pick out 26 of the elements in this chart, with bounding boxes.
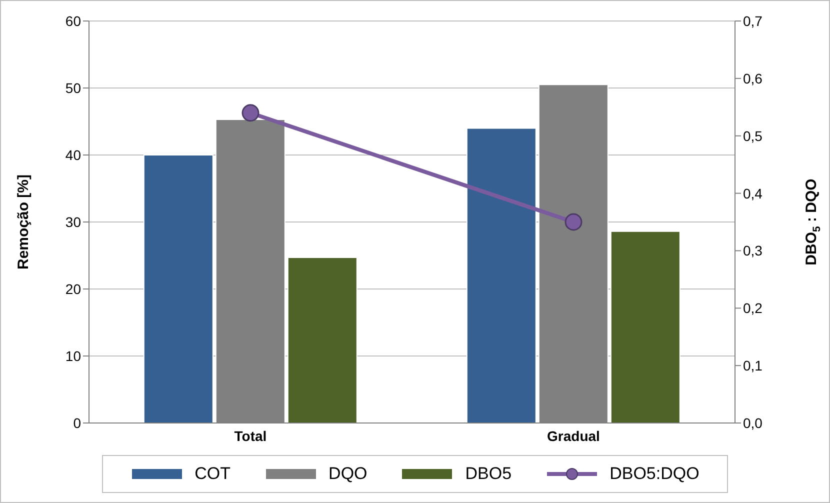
x-tick-label: Gradual <box>547 428 600 444</box>
y-tick-label: 30 <box>65 214 82 230</box>
y2-tick-label: 0,3 <box>743 242 763 259</box>
bar <box>610 230 680 423</box>
y2-tick-label: 0,5 <box>743 128 763 144</box>
legend-label: DBO5:DQO <box>610 464 700 484</box>
y2-tick-label: 0,4 <box>743 185 763 202</box>
y2-tick-label: 0,1 <box>743 358 763 374</box>
y-tick-label: 60 <box>65 12 82 29</box>
bar <box>466 128 536 423</box>
y-tick-label: 50 <box>65 80 82 96</box>
y2-tick-label: 0,2 <box>743 300 763 316</box>
y-tick-label: 10 <box>65 348 82 364</box>
legend-label: DBO5 <box>465 464 512 484</box>
y2-tick-label: 0,7 <box>743 12 763 29</box>
bar <box>143 154 214 423</box>
bar <box>287 257 358 423</box>
legend-label: COT <box>194 464 231 484</box>
legend-label: DQO <box>328 464 368 484</box>
y-tick-label: 20 <box>65 280 82 297</box>
y-tick-label: 0 <box>73 414 82 431</box>
x-tick-label: Total <box>234 428 267 444</box>
y2-tick-label: 0,0 <box>743 414 763 431</box>
y-tick-label: 40 <box>65 146 82 163</box>
y2-tick-label: 0,6 <box>743 70 763 86</box>
y-axis-title: Remoção [%] <box>14 174 32 270</box>
